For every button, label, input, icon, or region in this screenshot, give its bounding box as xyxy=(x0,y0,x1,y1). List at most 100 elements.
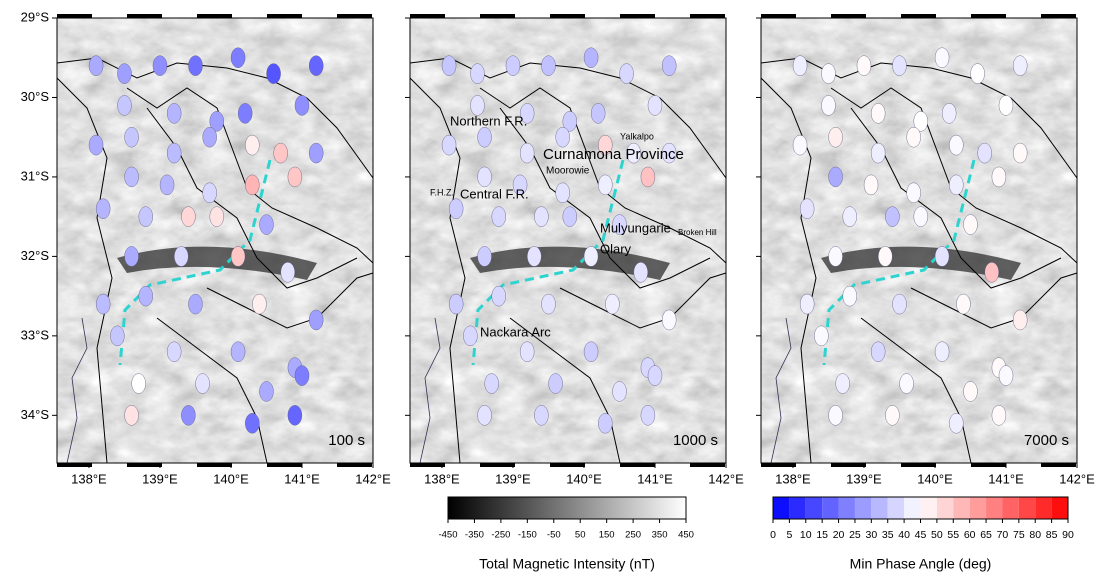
phase-tensor-ellipse xyxy=(470,63,485,84)
phase-tensor-ellipse xyxy=(519,103,535,124)
phase-tensor-ellipse xyxy=(138,206,153,227)
phase-tensor-ellipse xyxy=(633,262,648,283)
phase-tensor-ellipse xyxy=(934,47,950,68)
phase-tensor-ellipse xyxy=(110,325,125,347)
phase-tensor-ellipse xyxy=(138,285,153,307)
x-tick-label: 142°E xyxy=(355,471,391,486)
phase-tensor-ellipse xyxy=(799,198,815,219)
colorbar-tick-label: 75 xyxy=(1013,529,1025,541)
phase-tensor-ellipse xyxy=(174,246,189,267)
phase-tensor-ellipse xyxy=(583,341,599,362)
colorbar-tick-label: 85 xyxy=(1046,529,1058,541)
phase-tensor-ellipse xyxy=(541,293,556,315)
phase-tensor-ellipse xyxy=(1012,309,1028,331)
phase-tensor-ellipse xyxy=(998,95,1014,116)
phase-tensor-ellipse xyxy=(814,325,829,347)
colorbar-tick-label: 50 xyxy=(931,529,943,541)
phase-tensor-ellipse xyxy=(598,174,613,196)
phase-tensor-ellipse xyxy=(885,405,900,426)
phase-tensor-ellipse xyxy=(892,55,907,76)
phase-tensor-ellipse xyxy=(266,63,281,84)
phase-tensor-ellipse xyxy=(463,325,478,347)
colorbar-tick-label: 150 xyxy=(599,530,615,541)
colorbar-title: Min Phase Angle (deg) xyxy=(850,556,992,572)
phase-tensor-ellipse xyxy=(934,341,950,362)
phase-tensor-ellipse xyxy=(245,174,260,196)
y-tick-label: 29°S xyxy=(21,9,50,24)
colorbar-tick-label: 450 xyxy=(678,530,694,541)
phase-tensor-ellipse xyxy=(661,142,677,164)
colorbar-tick-label: 0 xyxy=(770,529,776,541)
phase-tensor-ellipse xyxy=(534,405,549,426)
phase-tensor-ellipse xyxy=(984,262,999,283)
colorbar-segment xyxy=(805,497,823,519)
colorbar-segment xyxy=(986,497,1003,519)
phase-tensor-ellipse xyxy=(555,182,570,204)
y-tick-label: 33°S xyxy=(21,327,50,342)
phase-tensor-ellipse xyxy=(661,55,677,76)
map-background xyxy=(410,18,726,463)
phase-tensor-ellipse xyxy=(230,341,246,362)
phase-tensor-ellipse xyxy=(1012,55,1028,76)
phase-tensor-ellipse xyxy=(828,405,843,426)
phase-tensor-ellipse xyxy=(477,405,492,426)
x-tick-label: 141°E xyxy=(988,471,1024,486)
map-background xyxy=(761,18,1077,463)
map-background xyxy=(57,18,373,463)
phase-tensor-ellipse xyxy=(619,63,634,84)
phase-tensor-ellipse xyxy=(441,55,457,76)
colorbar-tick-label: 30 xyxy=(865,529,877,541)
x-tick-label: 141°E xyxy=(637,471,673,486)
colorbar-segment xyxy=(789,497,806,519)
place-label: Central F.R. xyxy=(460,186,529,201)
phase-tensor-ellipse xyxy=(491,206,506,227)
x-tick-label: 140°E xyxy=(917,471,953,486)
phase-tensor-ellipse xyxy=(821,63,836,84)
phase-tensor-ellipse xyxy=(647,95,663,116)
colorbar-tick-label: 35 xyxy=(882,529,894,541)
colorbar-tick-label: 15 xyxy=(816,529,828,541)
phase-tensor-ellipse xyxy=(842,285,857,307)
phase-tensor-ellipse xyxy=(131,373,146,394)
phase-tensor-ellipse xyxy=(899,373,914,394)
colorbar-segment xyxy=(871,497,888,519)
phase-tensor-ellipse xyxy=(598,134,613,156)
phase-tensor-ellipse xyxy=(828,246,843,267)
phase-tensor-ellipse xyxy=(792,55,808,76)
colorbar-tick-label: 350 xyxy=(652,530,668,541)
phase-tensor-ellipse xyxy=(892,293,907,315)
colorbar-segment xyxy=(1035,497,1052,519)
phase-tensor-ellipse xyxy=(166,103,182,124)
phase-tensor-ellipse xyxy=(870,341,886,362)
phase-tensor-ellipse xyxy=(548,373,563,394)
phase-tensor-ellipse xyxy=(166,341,182,362)
colorbar-tick-label: 55 xyxy=(947,529,959,541)
phase-tensor-ellipse xyxy=(661,309,677,331)
phase-tensor-ellipse xyxy=(934,246,950,267)
phase-tensor-ellipse xyxy=(195,373,210,394)
phase-tensor-ellipse xyxy=(181,206,196,227)
phase-tensor-ellipse xyxy=(280,262,295,283)
phase-tensor-ellipse xyxy=(1012,142,1028,164)
phase-tensor-ellipse xyxy=(828,166,843,188)
place-label: Moorowie xyxy=(546,166,590,177)
phase-tensor-ellipse xyxy=(870,103,886,124)
phase-tensor-ellipse xyxy=(166,142,182,164)
phase-tensor-ellipse xyxy=(124,126,139,148)
phase-tensor-ellipse xyxy=(237,103,253,124)
x-tick-label: 138°E xyxy=(424,471,460,486)
phase-tensor-ellipse xyxy=(519,341,535,362)
x-tick-label: 138°E xyxy=(71,471,107,486)
x-tick-label: 139°E xyxy=(846,471,882,486)
phase-tensor-ellipse xyxy=(640,405,656,426)
place-label: F.H.Z. xyxy=(430,187,454,197)
phase-tensor-ellipse xyxy=(188,55,203,76)
phase-tensor-ellipse xyxy=(842,206,857,227)
phase-tensor-ellipse xyxy=(477,166,492,188)
phase-tensor-ellipse xyxy=(117,95,132,116)
x-tick-label: 140°E xyxy=(213,471,249,486)
x-tick-label: 140°E xyxy=(566,471,602,486)
phase-tensor-ellipse xyxy=(477,126,492,148)
phase-tensor-ellipse xyxy=(491,285,506,307)
